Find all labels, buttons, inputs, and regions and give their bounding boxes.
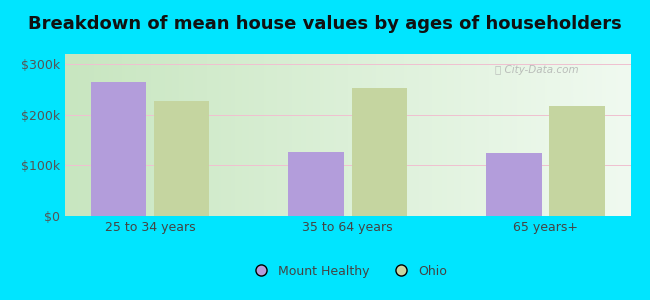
Bar — [91, 82, 146, 216]
Text: ⓘ City-Data.com: ⓘ City-Data.com — [495, 65, 578, 75]
Bar — [486, 153, 541, 216]
Legend: Mount Healthy, Ohio: Mount Healthy, Ohio — [248, 265, 447, 278]
Bar — [352, 88, 407, 216]
Bar — [289, 152, 344, 216]
Bar — [549, 106, 604, 216]
Bar — [154, 100, 209, 216]
Text: Breakdown of mean house values by ages of householders: Breakdown of mean house values by ages o… — [28, 15, 622, 33]
